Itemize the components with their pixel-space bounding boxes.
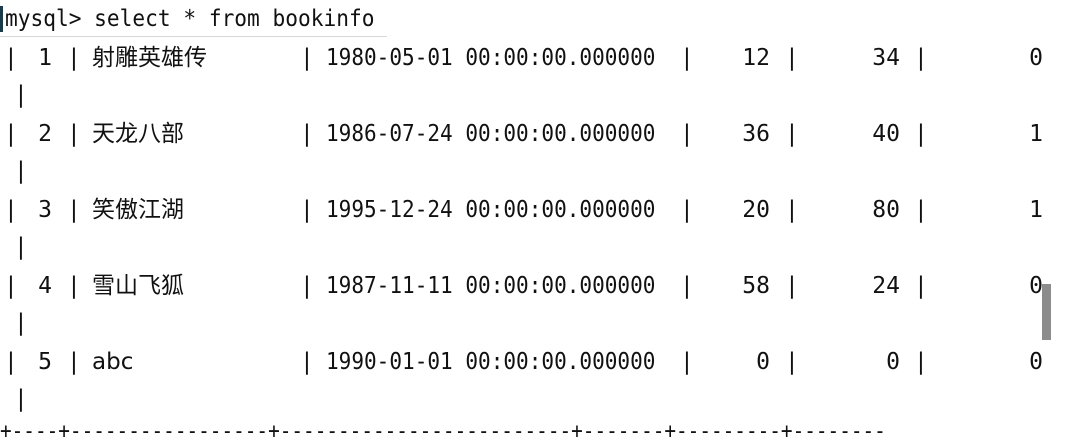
cell-col5: 40	[872, 121, 900, 147]
column-separator: |	[67, 349, 81, 375]
cell-title: 射雕英雄传	[92, 45, 207, 71]
cell-col6: 1	[1029, 121, 1043, 147]
column-separator: |	[914, 273, 928, 299]
cell-col6: 0	[1029, 273, 1043, 299]
cell-id: 1	[38, 45, 52, 71]
cell-date: 1986-07-24 00:00:00.000000	[326, 121, 656, 147]
column-separator: |	[300, 349, 314, 375]
column-separator: |	[300, 45, 314, 71]
wrapped-line-marker: |	[14, 386, 28, 412]
cell-id: 5	[38, 349, 52, 375]
cell-date: 1980-05-01 00:00:00.000000	[326, 45, 656, 71]
cell-col4: 0	[756, 349, 770, 375]
column-separator: |	[300, 121, 314, 147]
table-bottom-border: +----+-----------------+----------------…	[0, 419, 886, 444]
column-separator: |	[914, 349, 928, 375]
column-separator: |	[680, 121, 694, 147]
column-separator: |	[785, 349, 799, 375]
table-row: | 2 | 天龙八部 | 1986-07-24 00:00:00.000000 | 36 | 40…	[0, 116, 1065, 152]
column-separator: |	[4, 197, 18, 223]
column-separator: |	[4, 45, 18, 71]
cell-col4: 58	[742, 273, 770, 299]
column-separator: |	[785, 45, 799, 71]
cell-id: 4	[38, 273, 52, 299]
cell-col6: 0	[1029, 349, 1043, 375]
cell-title: 笑傲江湖	[92, 197, 184, 223]
cell-id: 3	[38, 197, 52, 223]
cell-title: 天龙八部	[92, 121, 184, 147]
wrapped-line-marker: |	[14, 82, 28, 108]
cell-title: 雪山飞狐	[92, 273, 184, 299]
cell-date: 1990-01-01 00:00:00.000000	[326, 349, 656, 375]
column-separator: |	[680, 349, 694, 375]
cell-col4: 36	[742, 121, 770, 147]
column-separator: |	[4, 121, 18, 147]
text-cursor	[0, 6, 3, 32]
cell-col5: 24	[872, 273, 900, 299]
column-separator: |	[680, 197, 694, 223]
scrollbar-thumb[interactable]	[1042, 284, 1051, 340]
column-separator: |	[4, 273, 18, 299]
cell-col6: 0	[1029, 45, 1043, 71]
column-separator: |	[67, 273, 81, 299]
cell-col5: 34	[872, 45, 900, 71]
cell-date: 1987-11-11 00:00:00.000000	[326, 273, 656, 299]
column-separator: |	[67, 45, 81, 71]
column-separator: |	[785, 197, 799, 223]
wrapped-line-marker: |	[14, 158, 28, 184]
column-separator: |	[914, 121, 928, 147]
column-separator: |	[300, 273, 314, 299]
table-row: | 3 | 笑傲江湖 | 1995-12-24 00:00:00.000000 | 20 | 80…	[0, 192, 1065, 228]
column-separator: |	[4, 349, 18, 375]
cell-col5: 0	[886, 349, 900, 375]
column-separator: |	[67, 197, 81, 223]
cell-col4: 12	[742, 45, 770, 71]
prompt-underline	[0, 36, 387, 37]
cell-date: 1995-12-24 00:00:00.000000	[326, 197, 656, 223]
cell-col6: 1	[1029, 197, 1043, 223]
column-separator: |	[914, 45, 928, 71]
sql-prompt-line: mysql> select * from bookinfo	[5, 6, 375, 32]
column-separator: |	[785, 121, 799, 147]
table-row: | 5 | abc | 1990-01-01 00:00:00.000000 | 0 | 0 | 0	[0, 344, 1065, 380]
cell-col5: 80	[872, 197, 900, 223]
cell-col4: 20	[742, 197, 770, 223]
cell-title: abc	[92, 349, 134, 375]
table-row: | 4 | 雪山飞狐 | 1987-11-11 00:00:00.000000 | 58 | 24…	[0, 268, 1065, 304]
column-separator: |	[680, 273, 694, 299]
cell-id: 2	[38, 121, 52, 147]
column-separator: |	[785, 273, 799, 299]
table-row: | 1 | 射雕英雄传 | 1980-05-01 00:00:00.000000 | 12 | 3…	[0, 40, 1065, 76]
column-separator: |	[914, 197, 928, 223]
wrapped-line-marker: |	[14, 234, 28, 260]
wrapped-line-marker: |	[14, 310, 28, 336]
column-separator: |	[300, 197, 314, 223]
column-separator: |	[67, 121, 81, 147]
column-separator: |	[680, 45, 694, 71]
